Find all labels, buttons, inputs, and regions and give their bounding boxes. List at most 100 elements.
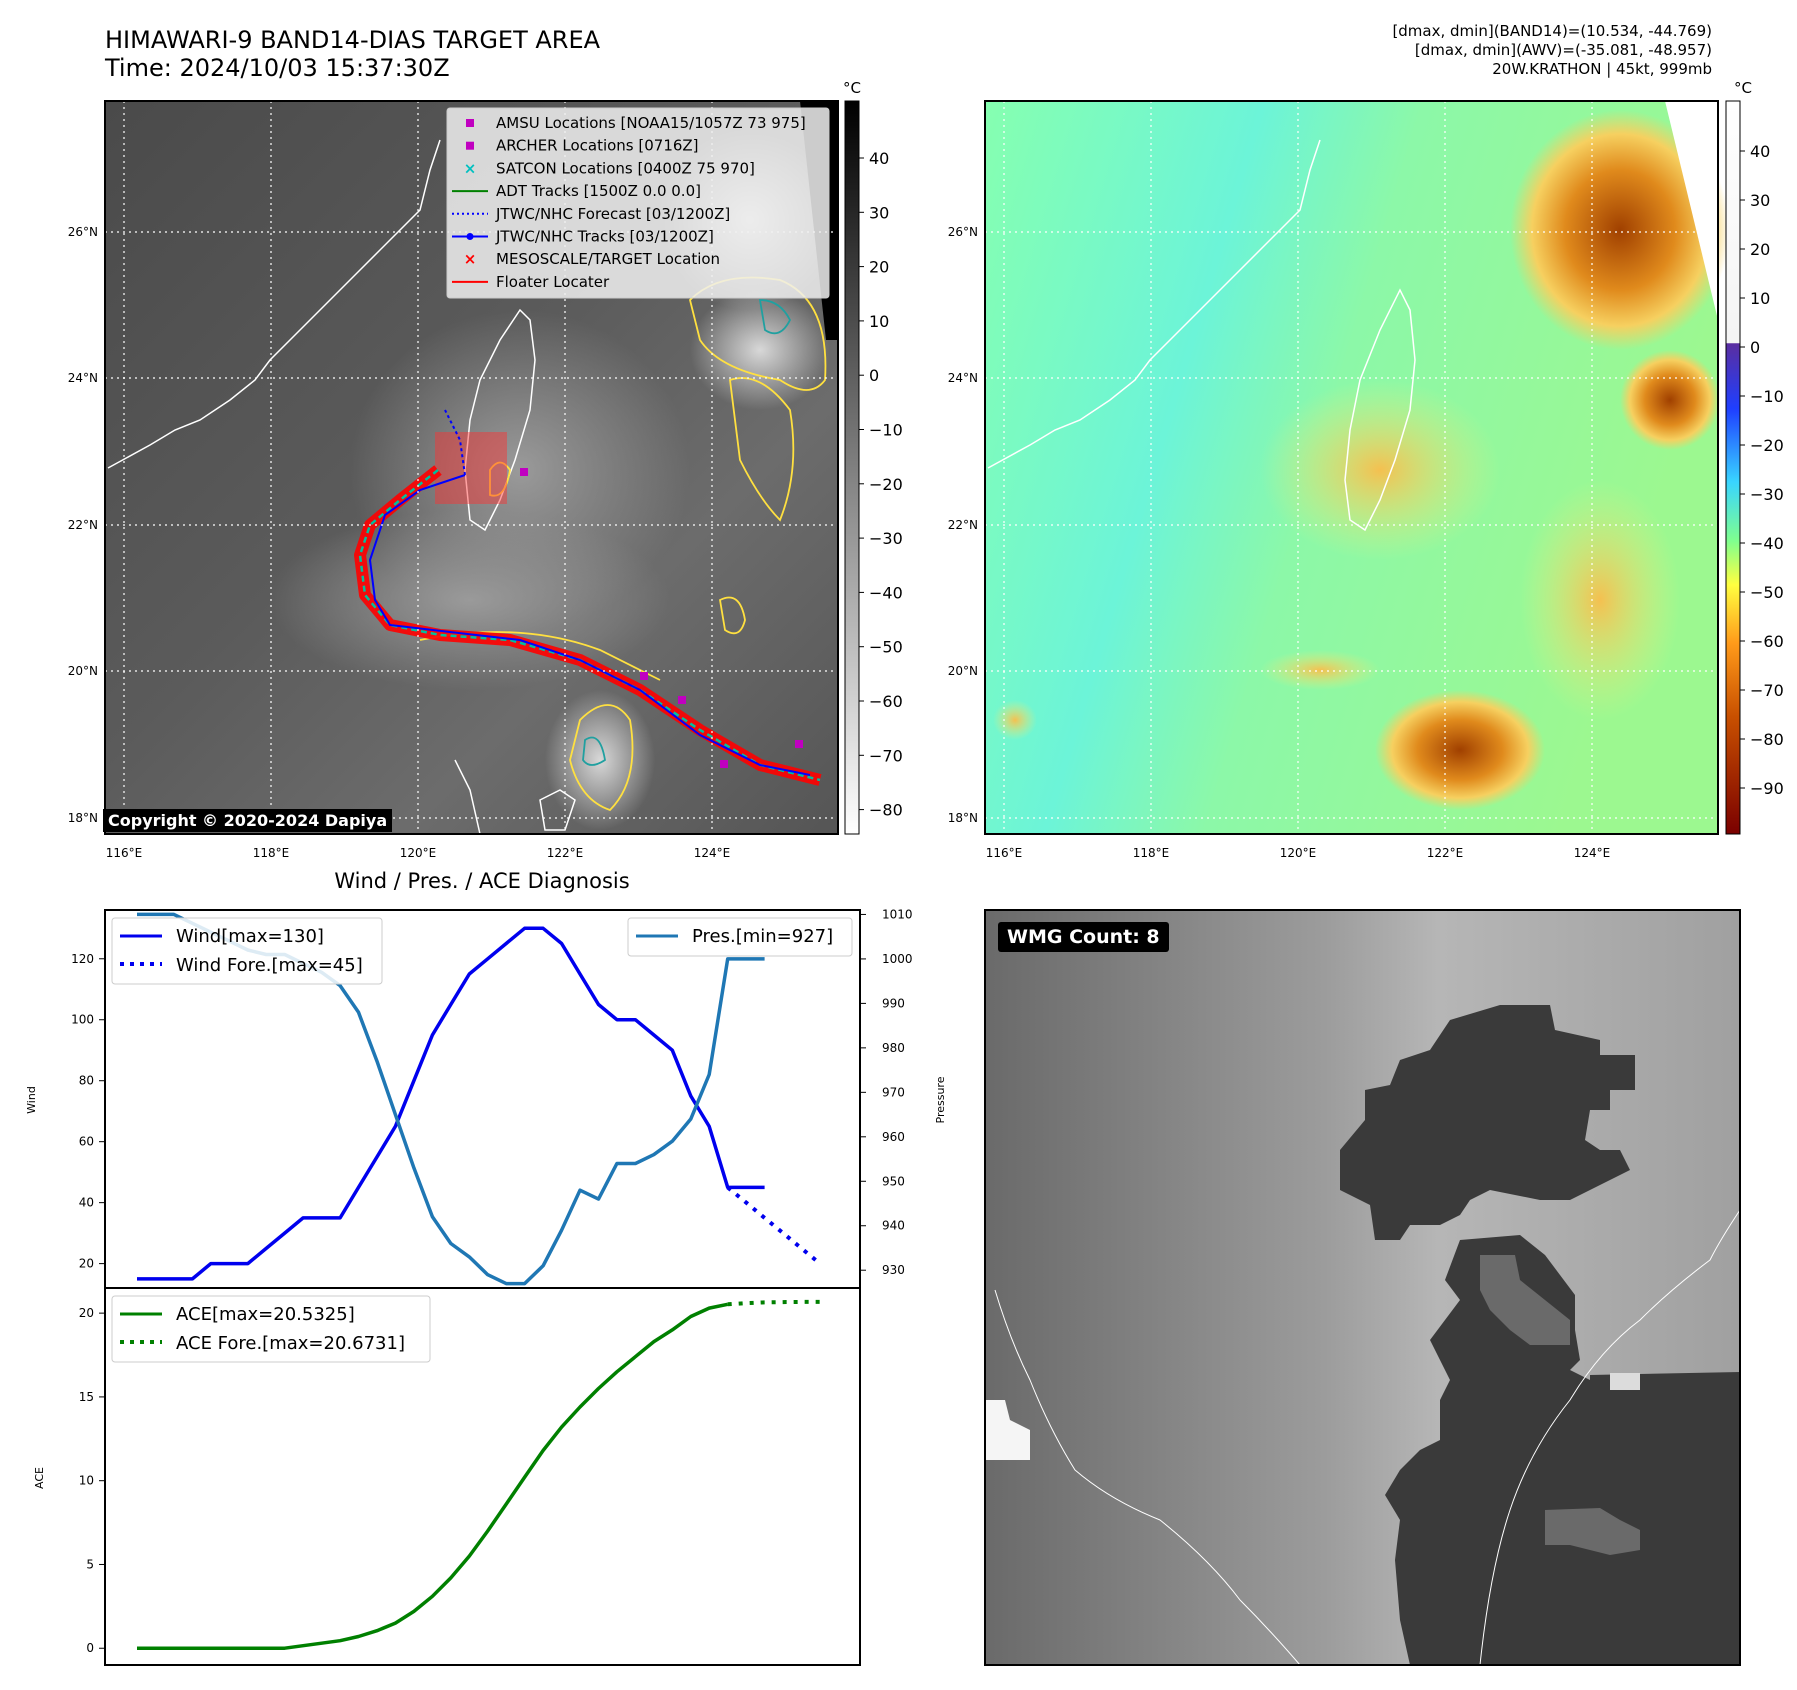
lat-tick-label: 24°N [68,371,98,385]
ir-legend: AMSU Locations [NOAA15/1057Z 73 975] ARCH… [446,107,830,299]
colorbar-tick-label: 10 [1750,289,1770,308]
wmg-panel-frame [984,909,1741,1666]
lon-tick-label: 124°E [694,846,731,860]
wmg-count-badge: WMG Count: 8 [998,922,1169,952]
colorbar-tick-label: −20 [1750,436,1784,455]
title-line-2: Time: 2024/10/03 15:37:30Z [105,54,450,82]
figure-title: HIMAWARI-9 BAND14-DIAS TARGET AREA Time:… [105,26,600,82]
colorbar-tick-label: −10 [1750,387,1784,406]
lon-tick-label: 118°E [253,846,290,860]
y-tick-label: 120 [71,952,94,966]
ace-axis-label: ACE [33,1467,46,1489]
wind-forecast-legend-item: Wind Fore.[max=45] [176,955,363,976]
colorbar-tick-label: 20 [869,258,889,277]
y-tick-label: 20 [79,1306,94,1320]
ace-series-line [137,1302,729,1650]
lon-tick-label: 120°E [1280,846,1317,860]
colorbar-tick-label: −80 [1750,730,1784,749]
colorbar-tick-label: 20 [1750,240,1770,259]
y-tick-label: 940 [882,1219,905,1233]
y-tick-label: 990 [882,996,905,1010]
awv-gridlines [985,101,1718,834]
y-tick-label: 5 [86,1557,94,1571]
lat-tick-label: 18°N [68,811,98,825]
colorbar-tick-label: 0 [869,366,879,385]
pressure-legend: Pres.[min=927] [627,917,853,957]
wind-pressure-plot: 20 40 60 80 100 120 930 940 950 960 970 980 990 1000… [71,907,913,1289]
legend-marker-dot [466,233,474,240]
colorbar-tick-label: 10 [869,312,889,331]
colorbar-tick-label: −50 [869,638,903,657]
y-tick-label: 1000 [882,952,913,966]
colorbar-tick-label: −30 [869,529,903,548]
y-tick-label: 930 [882,1263,905,1277]
info-line-2: [dmax, dmin](AWV)=(-35.081, -48.957) [1414,41,1712,59]
pressure-legend-item: Pres.[min=927] [692,926,833,947]
y-tick-label: 970 [882,1085,905,1099]
colorbar-tick-label: −50 [1750,583,1784,602]
awv-coastlines [987,139,1416,532]
legend-marker: × [464,250,477,268]
colorbar-tick-label: −20 [869,475,903,494]
lat-tick-label: 20°N [68,664,98,678]
wind-legend-item: Wind[max=130] [176,926,324,947]
colorbar-tick-label: −80 [869,801,903,820]
ace-forecast-line [727,1299,820,1307]
colorbar-tick-label: −30 [1750,485,1784,504]
colorbar-tick-label: −70 [1750,681,1784,700]
y-tick-label: 40 [79,1196,94,1210]
wind-legend: Wind[max=130] Wind Fore.[max=45] [111,917,383,985]
colorbar-tick-label: −70 [869,746,903,765]
y-tick-label: 1010 [882,907,913,921]
lon-tick-label: 122°E [1427,846,1464,860]
lat-tick-label: 22°N [948,518,978,532]
y-tick-label: 960 [882,1130,905,1144]
ir-legend-item: Floater Locater [496,273,610,291]
wmg-image [985,910,1741,1666]
awv-colorbar: 40 30 20 10 0 −10 −20 −30 −40 −50 −60 −70 −80 −90 [1725,100,1784,835]
colorbar-tick-label: −10 [869,421,903,440]
ir-legend-item: MESOSCALE/TARGET Location [496,250,720,268]
lat-tick-label: 20°N [948,664,978,678]
ace-legend: ACE[max=20.5325] ACE Fore.[max=20.6731] [111,1295,431,1363]
ace-forecast-legend-item: ACE Fore.[max=20.6731] [176,1333,405,1354]
colorbar-tick-label: 0 [1750,338,1760,357]
legend-marker: × [464,159,477,177]
ir-coastlines [107,139,576,835]
colorbar-tick-label: −90 [1750,779,1784,798]
wind-axis-label: Wind [25,1086,38,1114]
ir-legend-item: SATCON Locations [0400Z 75 970] [496,159,755,177]
y-tick-label: 80 [79,1074,94,1088]
info-block: [dmax, dmin](BAND14)=(10.534, -44.769) [… [1392,22,1712,79]
lon-tick-label: 124°E [1574,846,1611,860]
y-tick-label: 15 [79,1390,94,1404]
map-tick-labels: 116°E 118°E 120°E 122°E 124°E 26°N 24°N 22°N 20°… [68,225,1611,860]
awv-colorbar-unit: °C [1734,79,1752,97]
lon-tick-label: 116°E [106,846,143,860]
copyright-badge: Copyright © 2020-2024 Dapiya [103,809,393,832]
y-tick-label: 0 [86,1641,94,1655]
ace-legend-item: ACE[max=20.5325] [176,1304,355,1325]
y-tick-label: 20 [79,1257,94,1271]
lon-tick-label: 116°E [986,846,1023,860]
y-tick-label: 950 [882,1174,905,1188]
title-line-1: HIMAWARI-9 BAND14-DIAS TARGET AREA [105,26,601,54]
colorbar-tick-label: 40 [869,149,889,168]
ir-colorbar: 40 30 20 10 0 −10 −20 −30 −40 −50 −60 −70 −80 [844,100,903,835]
lat-tick-label: 24°N [948,371,978,385]
ir-legend-item: ARCHER Locations [0716Z] [496,137,699,155]
y-tick-label: 10 [79,1474,94,1488]
ir-legend-item: JTWC/NHC Tracks [03/1200Z] [495,228,714,246]
legend-marker [466,119,474,127]
colorbar-tick-label: −40 [869,583,903,602]
ir-legend-item: JTWC/NHC Forecast [03/1200Z] [495,205,730,223]
target-area-box [435,432,507,504]
colorbar-tick-label: −40 [1750,534,1784,553]
y-tick-label: 100 [71,1013,94,1027]
y-tick-label: 60 [79,1135,94,1149]
colorbar-tick-label: −60 [1750,632,1784,651]
ir-legend-item: ADT Tracks [1500Z 0.0 0.0] [496,182,701,200]
ir-legend-item: AMSU Locations [NOAA15/1057Z 73 975] [496,114,806,132]
wind-series-line [137,926,765,1281]
